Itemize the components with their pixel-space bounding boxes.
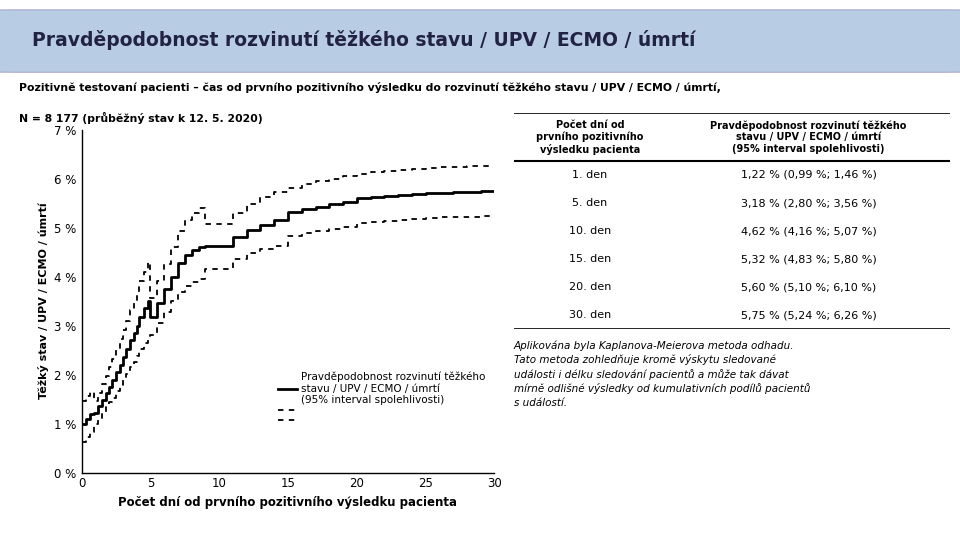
Text: 10. den: 10. den [569,226,612,236]
Text: 1,22 % (0,99 %; 1,46 %): 1,22 % (0,99 %; 1,46 %) [740,170,876,180]
Text: 1. den: 1. den [572,170,608,180]
X-axis label: Počet dní od prvního pozitivního výsledku pacienta: Počet dní od prvního pozitivního výsledk… [118,496,458,509]
Text: Pravděpodobnost rozvinutí těžkého stavu / UPV / ECMO / úmrtí: Pravděpodobnost rozvinutí těžkého stavu … [32,30,696,50]
Text: Pravděpodobnost rozvinutí těžkého
stavu / UPV / ECMO / úmrtí
(95% interval spole: Pravděpodobnost rozvinutí těžkého stavu … [710,120,906,154]
Text: 5. den: 5. den [572,198,608,208]
Text: 30. den: 30. den [569,310,612,320]
Text: 3,18 % (2,80 %; 3,56 %): 3,18 % (2,80 %; 3,56 %) [740,198,876,208]
Legend: Pravděpodobnost rozvinutí těžkého
stavu / UPV / ECMO / úmrtí
(95% interval spole: Pravděpodobnost rozvinutí těžkého stavu … [277,372,485,426]
Text: N = 8 177 (průběžný stav k 12. 5. 2020): N = 8 177 (průběžný stav k 12. 5. 2020) [19,112,263,124]
Y-axis label: Těžký stav / UPV / ECMO / úmrtí: Těžký stav / UPV / ECMO / úmrtí [37,202,49,400]
Text: 5,60 % (5,10 %; 6,10 %): 5,60 % (5,10 %; 6,10 %) [741,282,876,292]
Text: 5,75 % (5,24 %; 6,26 %): 5,75 % (5,24 %; 6,26 %) [740,310,876,320]
Text: Pozitivně testovaní pacienti – čas od prvního pozitivního výsledku do rozvinutí : Pozitivně testovaní pacienti – čas od pr… [19,83,721,93]
Text: 20. den: 20. den [569,282,612,292]
Text: Počet dní od
prvního pozitivního
výsledku pacienta: Počet dní od prvního pozitivního výsledk… [537,120,644,154]
FancyBboxPatch shape [0,10,960,72]
Text: 5,32 % (4,83 %; 5,80 %): 5,32 % (4,83 %; 5,80 %) [740,254,876,264]
Text: 15. den: 15. den [569,254,612,264]
Text: 4,62 % (4,16 %; 5,07 %): 4,62 % (4,16 %; 5,07 %) [740,226,876,236]
Text: Aplikována byla Kaplanova-Meierova metoda odhadu.
Tato metoda zohledňuje kromě v: Aplikována byla Kaplanova-Meierova metod… [514,340,810,408]
